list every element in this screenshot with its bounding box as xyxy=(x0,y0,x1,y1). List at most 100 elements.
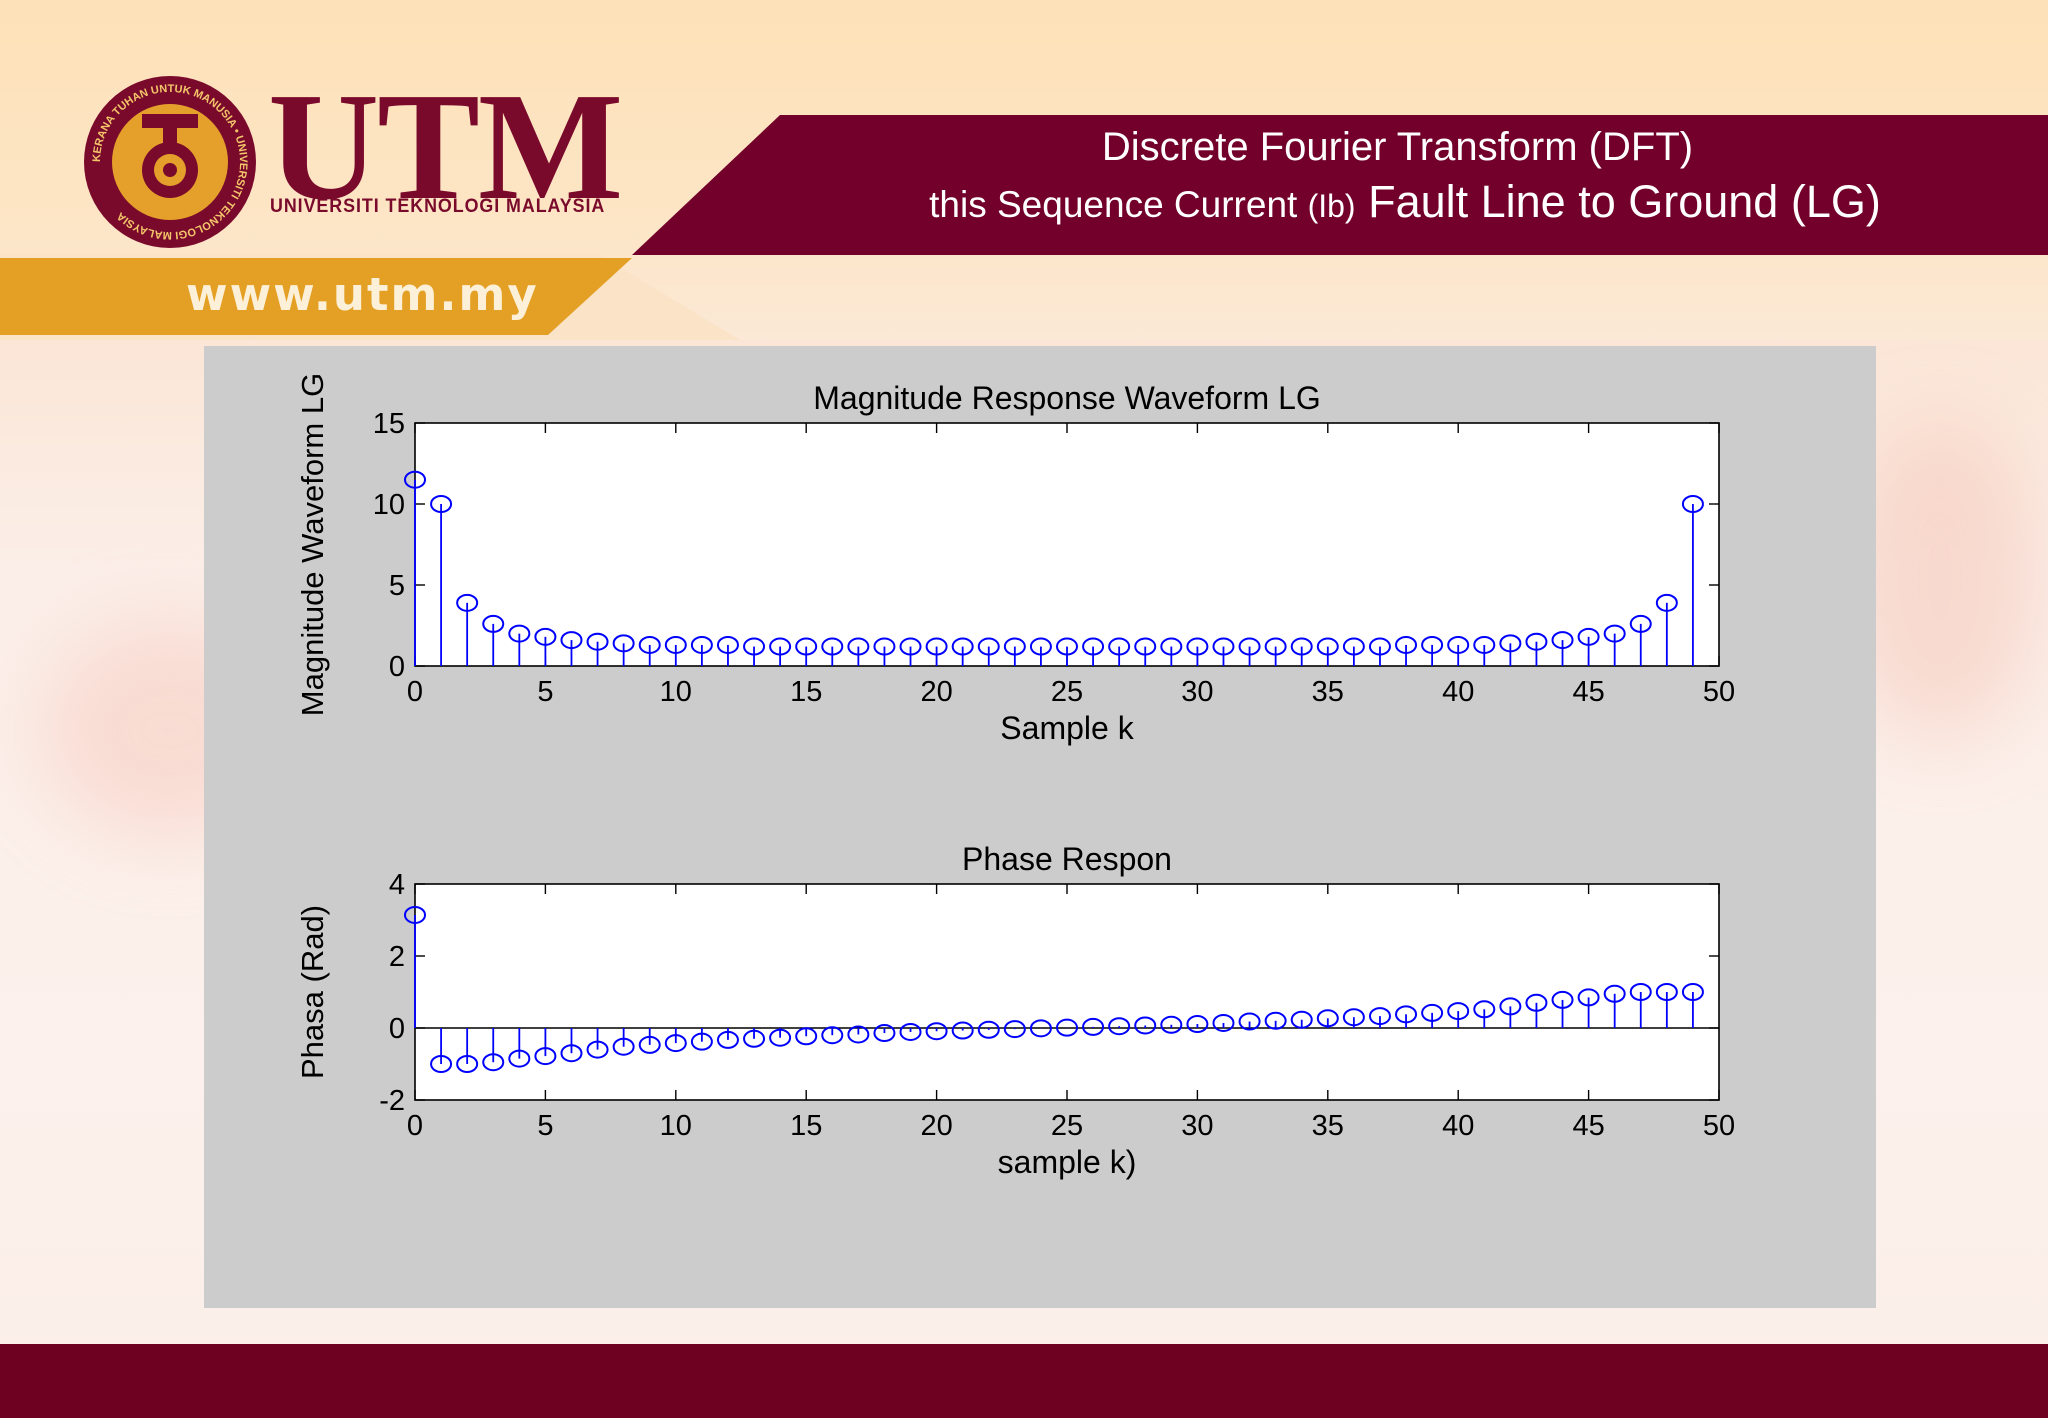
stem-marker xyxy=(430,1055,453,1073)
y-tick-label: 15 xyxy=(373,408,405,440)
stem-marker xyxy=(404,905,426,924)
stem-marker xyxy=(821,1026,844,1045)
brand-name: UTM xyxy=(268,62,623,232)
stem-marker xyxy=(1629,983,1652,1001)
x-tick-label: 35 xyxy=(1312,676,1344,708)
stem-marker xyxy=(716,635,739,654)
axes-phase xyxy=(404,883,1720,1101)
x-tick-label: 50 xyxy=(1703,676,1735,708)
footer-bar xyxy=(0,1344,2048,1418)
stem-marker xyxy=(951,1021,974,1040)
stem-marker xyxy=(743,1029,766,1048)
stem-marker xyxy=(1082,1017,1105,1036)
stem-marker xyxy=(1655,983,1678,1001)
logo-emblem-bar xyxy=(142,114,198,128)
stem-marker xyxy=(482,1053,505,1072)
stem-marker xyxy=(430,495,453,513)
chart-title: Phase Respon xyxy=(962,841,1172,877)
title-band xyxy=(632,115,2048,255)
x-tick-label: 35 xyxy=(1312,1110,1344,1142)
stem-marker xyxy=(404,470,426,489)
stem-marker xyxy=(1368,1007,1391,1026)
x-tick-label: 40 xyxy=(1442,1110,1474,1142)
stem-marker xyxy=(1029,1019,1052,1038)
stem-marker xyxy=(456,1055,479,1073)
stem-marker xyxy=(534,627,557,646)
stem-marker xyxy=(1525,993,1548,1012)
y-tick-label: 4 xyxy=(389,869,405,901)
stem-marker xyxy=(690,635,713,654)
x-tick-label: 25 xyxy=(1051,676,1083,708)
stem-marker xyxy=(795,1027,818,1046)
stem-marker xyxy=(1186,637,1209,656)
stem-marker xyxy=(1577,627,1600,646)
x-tick-label: 0 xyxy=(407,1110,423,1142)
stem-marker xyxy=(1029,637,1052,656)
stem-marker xyxy=(795,637,818,656)
stem-marker xyxy=(1447,635,1470,654)
x-tick-label: 50 xyxy=(1703,1110,1735,1142)
utm-logo: KERANA TUHAN UNTUK MANUSIA • UNIVERSITI … xyxy=(80,72,260,257)
stem-marker xyxy=(1264,637,1287,656)
stem-marker xyxy=(1186,1015,1209,1034)
stem-marker xyxy=(1134,637,1157,656)
title-part-sequence: this Sequence Current xyxy=(929,184,1308,225)
stem-marker xyxy=(560,631,583,650)
stem-marker xyxy=(769,637,792,656)
stem-marker xyxy=(925,1022,948,1041)
stem-marker xyxy=(1108,1017,1131,1036)
x-tick-label: 25 xyxy=(1051,1110,1083,1142)
stem-marker xyxy=(456,593,479,612)
brand-subtitle: UNIVERSITI TEKNOLOGI MALAYSIA xyxy=(270,196,606,217)
x-tick-label: 15 xyxy=(790,676,822,708)
website-link[interactable]: www.utm.my xyxy=(186,268,539,321)
stem-marker xyxy=(1316,637,1339,656)
y-tick-label: 0 xyxy=(389,1013,405,1045)
stem-marker xyxy=(1473,635,1496,654)
stem-marker xyxy=(873,637,896,656)
stem-marker xyxy=(508,1049,531,1068)
y-tick-label: 5 xyxy=(389,570,405,602)
stem-marker xyxy=(1681,983,1704,1001)
stem-marker xyxy=(1056,637,1078,656)
stem-marker xyxy=(977,637,1000,656)
stem-marker xyxy=(664,635,687,654)
stem-marker xyxy=(1499,634,1522,653)
stem-marker xyxy=(1056,1018,1078,1037)
y-tick-label: 0 xyxy=(389,651,405,683)
stem-marker xyxy=(925,637,948,656)
stem-marker xyxy=(1160,637,1183,656)
stem-marker xyxy=(1212,637,1235,656)
stem-marker xyxy=(586,1040,609,1059)
stem-marker xyxy=(1290,1010,1313,1029)
chart-title: Magnitude Response Waveform LG xyxy=(813,380,1321,416)
x-tick-label: 10 xyxy=(660,1110,692,1142)
slide-title-line2: this Sequence Current (Ib) Fault Line to… xyxy=(840,176,1970,228)
logo-emblem-stem xyxy=(163,122,177,148)
stem-marker xyxy=(847,637,870,656)
stem-marker xyxy=(664,1034,687,1053)
matlab-figure: 0 5 10 15 20 25 30 35 40 45 50 0 5 10 15 Magnitude Resp… xyxy=(204,346,1876,1308)
x-tick-label: 0 xyxy=(407,676,423,708)
x-tick-label: 30 xyxy=(1181,676,1213,708)
stem-marker xyxy=(1655,593,1678,612)
stem-marker xyxy=(1212,1013,1235,1032)
stem-marker xyxy=(1003,1020,1026,1039)
website-band xyxy=(0,258,632,335)
y-tick-label: 2 xyxy=(389,941,405,973)
stem-marker xyxy=(1395,1005,1418,1024)
stem-marker xyxy=(951,637,974,656)
stem-marker xyxy=(743,637,766,656)
stem-marker xyxy=(638,635,661,654)
stem-marker xyxy=(977,1020,1000,1039)
x-tick-label: 30 xyxy=(1181,1110,1213,1142)
title-part-fault: Fault Line to Ground (LG) xyxy=(1355,176,1881,227)
stem-marker xyxy=(1134,1016,1157,1035)
stem-marker xyxy=(899,637,922,656)
stem-marker xyxy=(1238,637,1261,656)
stem-marker xyxy=(847,1025,870,1044)
stem-marker xyxy=(899,1022,922,1041)
stem-marker xyxy=(1342,637,1365,656)
x-tick-label: 10 xyxy=(660,676,692,708)
